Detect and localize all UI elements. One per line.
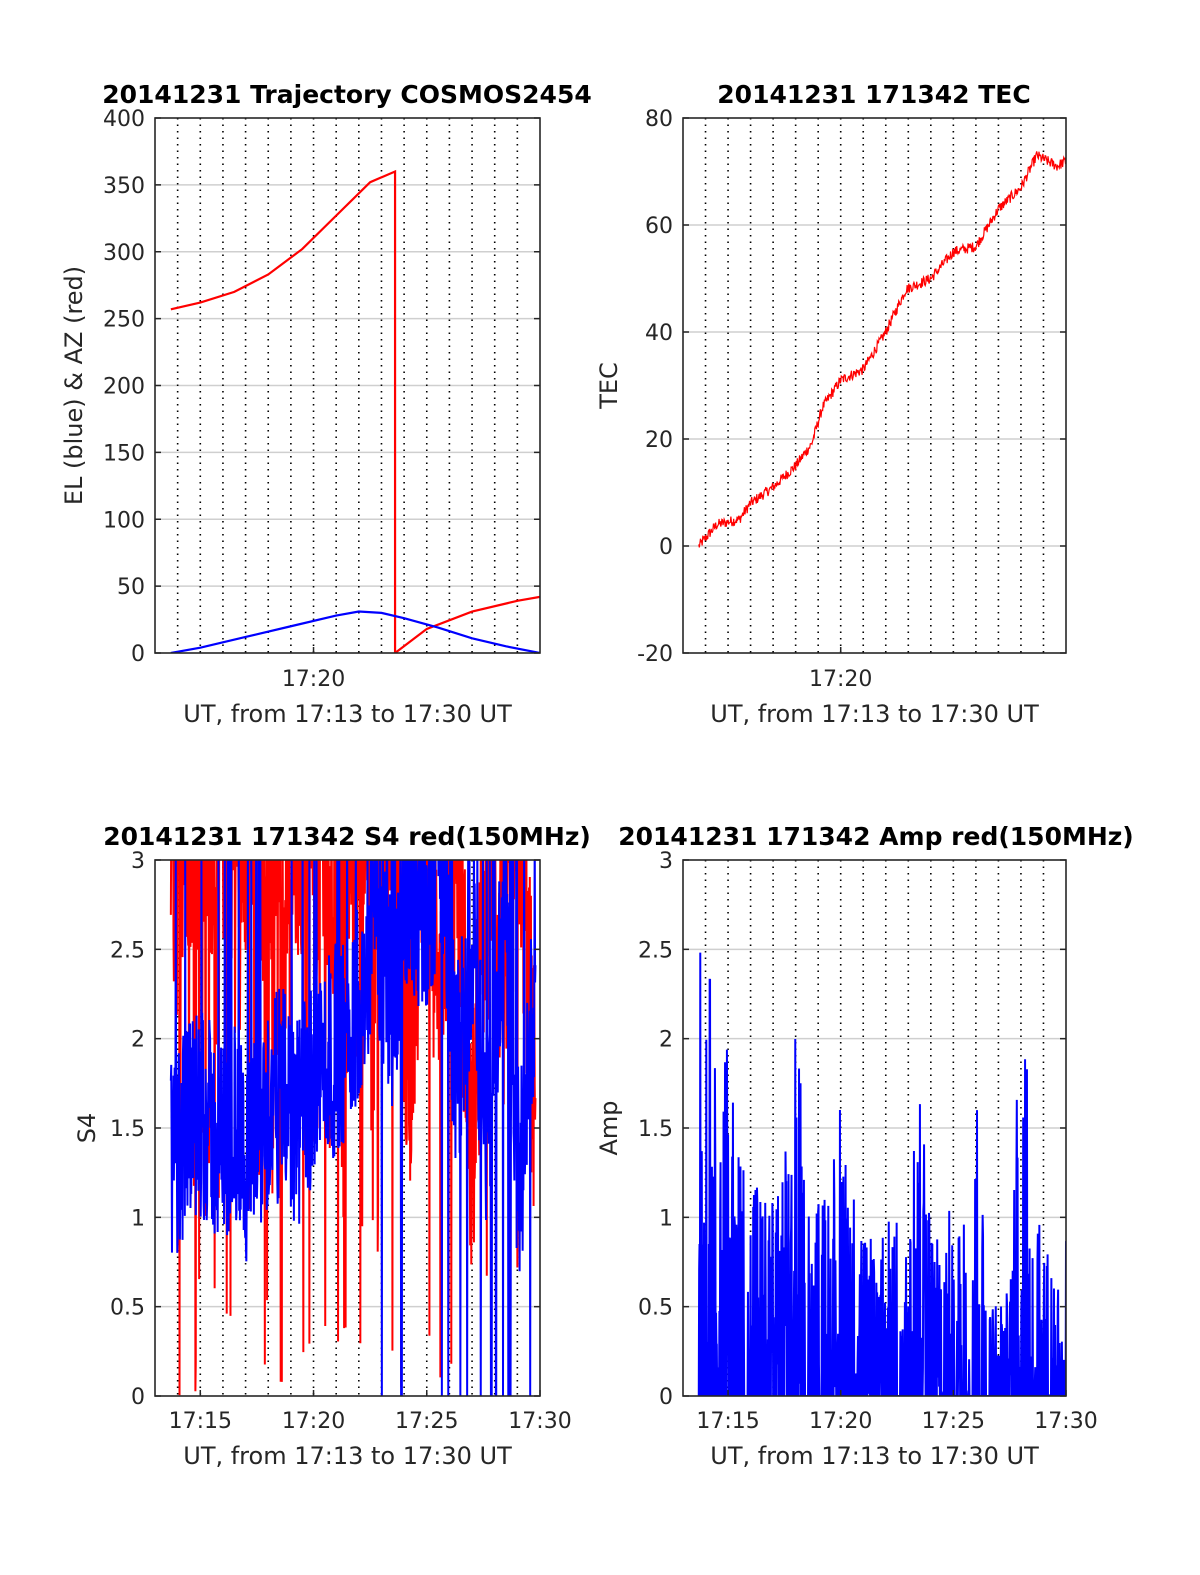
y-tick-label: 1.5 (638, 1117, 673, 1142)
y-tick-label: 1.5 (110, 1117, 145, 1142)
x-axis-label: UT, from 17:13 to 17:30 UT (710, 700, 1039, 728)
y-tick-label: 0 (131, 1385, 145, 1410)
y-tick-label: 250 (103, 308, 145, 333)
y-tick-label: -20 (637, 642, 673, 667)
chart-panel-2: -20 0 20 40 60 80 17:20 20141231 171342 TEC UT, … (595, 80, 1067, 728)
y-tick-label: 100 (103, 508, 145, 533)
series-line (697, 952, 1066, 1396)
axes-box (682, 117, 1067, 654)
y-tick-label: 400 (103, 107, 145, 132)
y-tick-label: 2 (659, 1028, 673, 1053)
x-tick-label: 17:15 (696, 1409, 759, 1434)
y-tick-label: 40 (645, 321, 673, 346)
x-axis-label: UT, from 17:13 to 17:30 UT (710, 1442, 1039, 1470)
y-tick-label: 0 (659, 535, 673, 560)
y-tick-label: 300 (103, 241, 145, 266)
series-line (170, 169, 540, 653)
y-tick-label: 1 (131, 1206, 145, 1231)
y-axis-label: S4 (73, 1113, 101, 1144)
chart-title: 20141231 171342 Amp red(150MHz) (618, 822, 1134, 851)
y-tick-label: 0 (131, 642, 145, 667)
x-axis-label: UT, from 17:13 to 17:30 UT (183, 1442, 512, 1470)
chart-panel-4: 0 0.5 1 1.5 2 2.5 3 17:15 17:20 17:25 17:30 2014123… (595, 822, 1134, 1470)
y-tick-label: 0.5 (110, 1296, 145, 1321)
y-tick-label: 1 (659, 1206, 673, 1231)
chart-panel-3: 0 0.5 1 1.5 2 2.5 3 17:15 17:20 17:25 17:30 2014123… (73, 822, 591, 1470)
y-tick-label: 80 (645, 107, 673, 132)
y-tick-label: 200 (103, 375, 145, 400)
chart-title: 20141231 Trajectory COSMOS2454 (102, 80, 592, 109)
x-tick-label: 17:30 (508, 1409, 571, 1434)
x-tick-label: 17:15 (169, 1409, 232, 1434)
y-tick-label: 150 (103, 441, 145, 466)
series-line (170, 610, 540, 653)
y-tick-label: 350 (103, 174, 145, 199)
y-axis-label: EL (blue) & AZ (red) (60, 266, 88, 505)
x-tick-label: 17:20 (282, 667, 345, 692)
y-tick-label: 2.5 (110, 938, 145, 963)
y-tick-label: 20 (645, 428, 673, 453)
x-tick-label: 17:30 (1034, 1409, 1097, 1434)
series-line (698, 151, 1066, 548)
y-tick-label: 0 (659, 1385, 673, 1410)
y-tick-label: 0.5 (638, 1296, 673, 1321)
y-tick-label: 3 (659, 849, 673, 874)
chart-title: 20141231 171342 S4 red(150MHz) (103, 822, 591, 851)
y-tick-label: 2.5 (638, 938, 673, 963)
chart-panel-1: 0 50 100 150 200 250 300 350 400 17:20 20141231 Tr… (60, 80, 592, 728)
x-tick-label: 17:20 (809, 1409, 872, 1434)
y-axis-label: Amp (595, 1100, 623, 1155)
x-axis-label: UT, from 17:13 to 17:30 UT (183, 700, 512, 728)
chart-title: 20141231 171342 TEC (717, 80, 1030, 109)
x-tick-label: 17:20 (282, 1409, 345, 1434)
y-tick-label: 60 (645, 214, 673, 239)
y-tick-label: 3 (131, 849, 145, 874)
y-axis-label: TEC (595, 362, 623, 410)
y-tick-label: 50 (117, 575, 145, 600)
x-tick-label: 17:25 (922, 1409, 985, 1434)
y-tick-label: 2 (131, 1028, 145, 1053)
x-tick-label: 17:25 (395, 1409, 458, 1434)
x-tick-label: 17:20 (809, 667, 872, 692)
series-line (169, 860, 537, 1396)
